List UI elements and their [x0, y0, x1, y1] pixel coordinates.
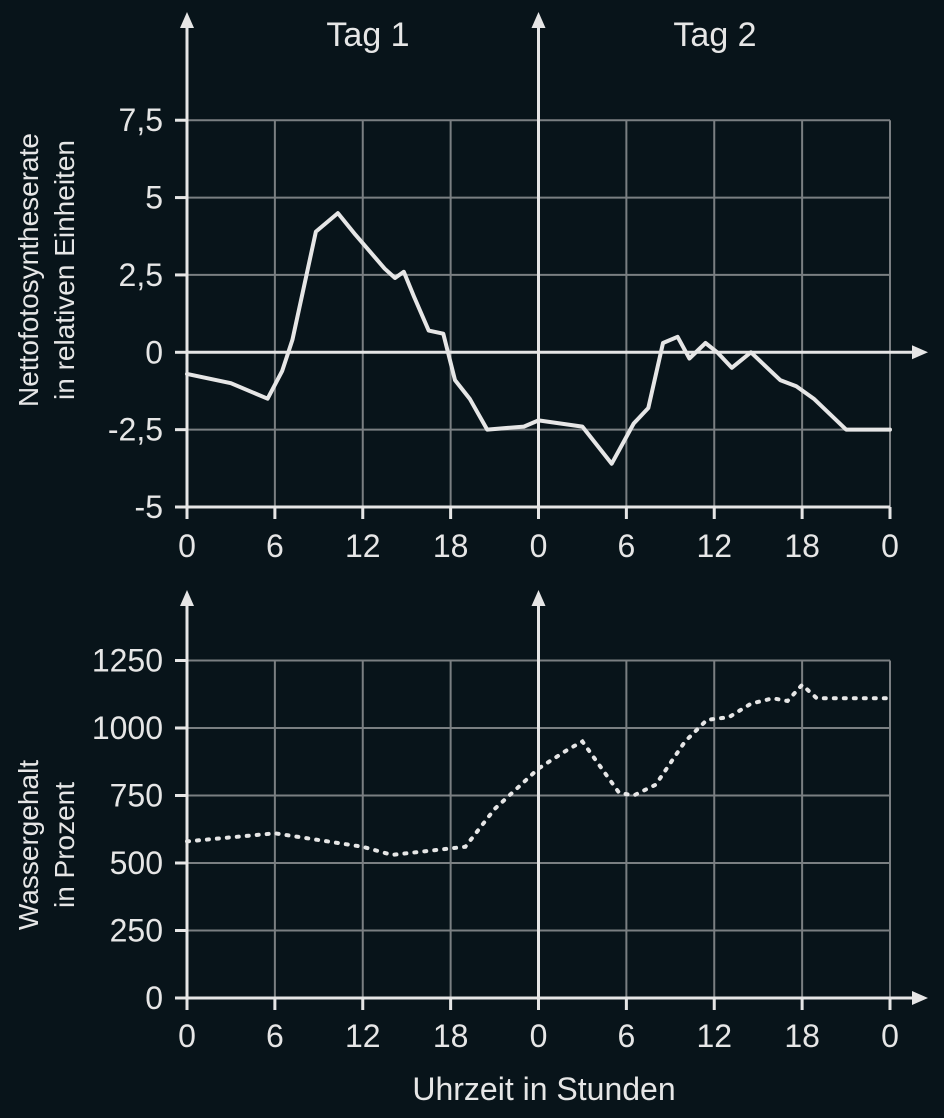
c2-ytick-label-4: 1000 — [92, 710, 163, 746]
c1-day-label-2: Tag 2 — [673, 16, 756, 54]
c1-xtick-label-6: 12 — [696, 528, 732, 564]
c1-ytick-label-3: 2,5 — [119, 257, 163, 293]
c1-xtick-label-4: 0 — [530, 528, 548, 564]
c1-xtick-label-8: 0 — [881, 528, 899, 564]
c1-xtick-label-1: 6 — [266, 528, 284, 564]
x-axis-label: Uhrzeit in Stunden — [412, 1071, 675, 1107]
c2-xtick-label-5: 6 — [617, 1018, 635, 1054]
c2-xtick-label-2: 12 — [345, 1018, 381, 1054]
c1-tick-labels: 0 6 12 18 0 6 12 18 0 -5 -2,5 0 2,5 5 7,5 — [108, 102, 899, 564]
c1-x-axis-arrow — [912, 345, 928, 359]
c1-axes — [175, 12, 928, 519]
c1-day-label-1: Tag 1 — [326, 16, 409, 54]
c1-xtick-label-7: 18 — [784, 528, 820, 564]
c2-ytick-label-3: 750 — [110, 778, 163, 814]
c1-ytick-label-5: 7,5 — [119, 102, 163, 138]
c2-xtick-label-3: 18 — [433, 1018, 469, 1054]
c1-ytick-label-4: 5 — [145, 180, 163, 216]
c2-y-axis-arrow — [180, 590, 194, 606]
c2-xtick-label-4: 0 — [530, 1018, 548, 1054]
c1-ytick-label-0: -5 — [135, 489, 163, 525]
c1-xtick-label-0: 0 — [178, 528, 196, 564]
chart-photosynthesis: 0 6 12 18 0 6 12 18 0-5-2,502,557,5 Tag 1 Tag 2 … — [13, 12, 928, 564]
c1-xtick-label-3: 18 — [433, 528, 469, 564]
c2-xtick-label-6: 12 — [696, 1018, 732, 1054]
c2-day-divider-arrow — [532, 590, 546, 606]
c1-ytick-label-1: -2,5 — [108, 412, 163, 448]
c2-xtick-label-1: 6 — [266, 1018, 284, 1054]
c1-y-axis-arrow — [180, 12, 194, 28]
c1-ytick-label-2: 0 — [145, 334, 163, 370]
c1-xtick-label-5: 6 — [617, 528, 635, 564]
c2-ylabel-line-2: in Prozent — [49, 782, 80, 908]
c1-day-divider-arrow — [532, 12, 546, 28]
c1-ylabel-line-2: in relativen Einheiten — [49, 140, 80, 400]
c2-ytick-label-5: 1250 — [92, 643, 163, 679]
c2-x-axis-arrow — [912, 991, 928, 1005]
c2-ytick-label-1: 250 — [110, 913, 163, 949]
c1-xtick-label-2: 12 — [345, 528, 381, 564]
c2-ytick-label-2: 500 — [110, 845, 163, 881]
c1-ylabel-line-1: Nettofotosyntheserate — [13, 133, 44, 407]
c2-axes — [175, 590, 928, 1010]
c2-ylabel-line-1: Wassergehalt — [13, 760, 44, 930]
c2-xtick-label-0: 0 — [178, 1018, 196, 1054]
c2-xtick-label-8: 0 — [881, 1018, 899, 1054]
c2-ytick-label-0: 0 — [145, 980, 163, 1016]
c2-xtick-label-7: 18 — [784, 1018, 820, 1054]
